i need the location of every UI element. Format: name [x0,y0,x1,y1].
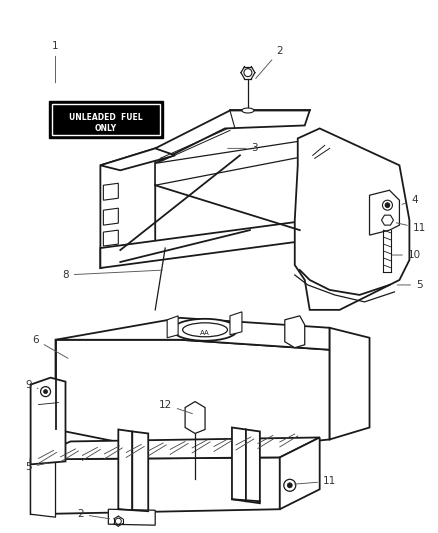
Bar [49,101,163,139]
Polygon shape [230,312,241,335]
Ellipse shape [182,323,227,337]
Text: 5: 5 [25,462,48,472]
Polygon shape [118,430,132,511]
Text: 2: 2 [77,509,110,519]
Polygon shape [381,215,392,225]
Circle shape [244,69,251,77]
Ellipse shape [241,108,253,113]
Polygon shape [103,208,118,225]
Text: 1: 1 [52,41,59,83]
Circle shape [115,518,121,524]
Polygon shape [231,427,245,501]
Polygon shape [155,110,309,163]
Text: 8: 8 [62,270,162,280]
Text: 6: 6 [32,335,68,358]
Text: UNLEADED  FUEL: UNLEADED FUEL [69,113,142,122]
Circle shape [384,203,389,208]
Text: ONLY: ONLY [95,124,117,133]
Text: 4: 4 [401,195,417,205]
Polygon shape [294,128,409,310]
Polygon shape [103,230,118,246]
Ellipse shape [172,319,237,341]
Text: AA: AA [200,330,209,336]
Circle shape [43,390,47,393]
Polygon shape [329,328,369,439]
Text: 11: 11 [395,223,425,233]
Bar [51,103,160,135]
Polygon shape [100,148,155,268]
Circle shape [286,483,292,488]
Polygon shape [31,457,279,514]
Circle shape [40,386,50,397]
Polygon shape [31,378,65,464]
Polygon shape [284,316,304,348]
Polygon shape [185,401,205,433]
Text: 9: 9 [25,379,38,390]
Polygon shape [100,220,309,268]
Polygon shape [31,438,319,459]
Polygon shape [245,430,259,503]
Circle shape [283,479,295,491]
Text: 5: 5 [396,280,422,290]
Text: 3: 3 [227,143,258,154]
Polygon shape [55,340,329,455]
Text: 12: 12 [158,400,192,414]
Polygon shape [55,318,329,350]
Text: 11: 11 [294,477,336,486]
Circle shape [381,200,392,210]
Polygon shape [155,140,309,185]
Text: 10: 10 [391,250,420,260]
Polygon shape [132,432,148,513]
Polygon shape [369,190,399,235]
Polygon shape [279,438,319,509]
Polygon shape [108,509,155,525]
Text: 2: 2 [255,46,283,78]
Polygon shape [31,459,55,517]
Polygon shape [167,316,178,338]
Polygon shape [103,183,118,200]
Polygon shape [100,148,175,171]
